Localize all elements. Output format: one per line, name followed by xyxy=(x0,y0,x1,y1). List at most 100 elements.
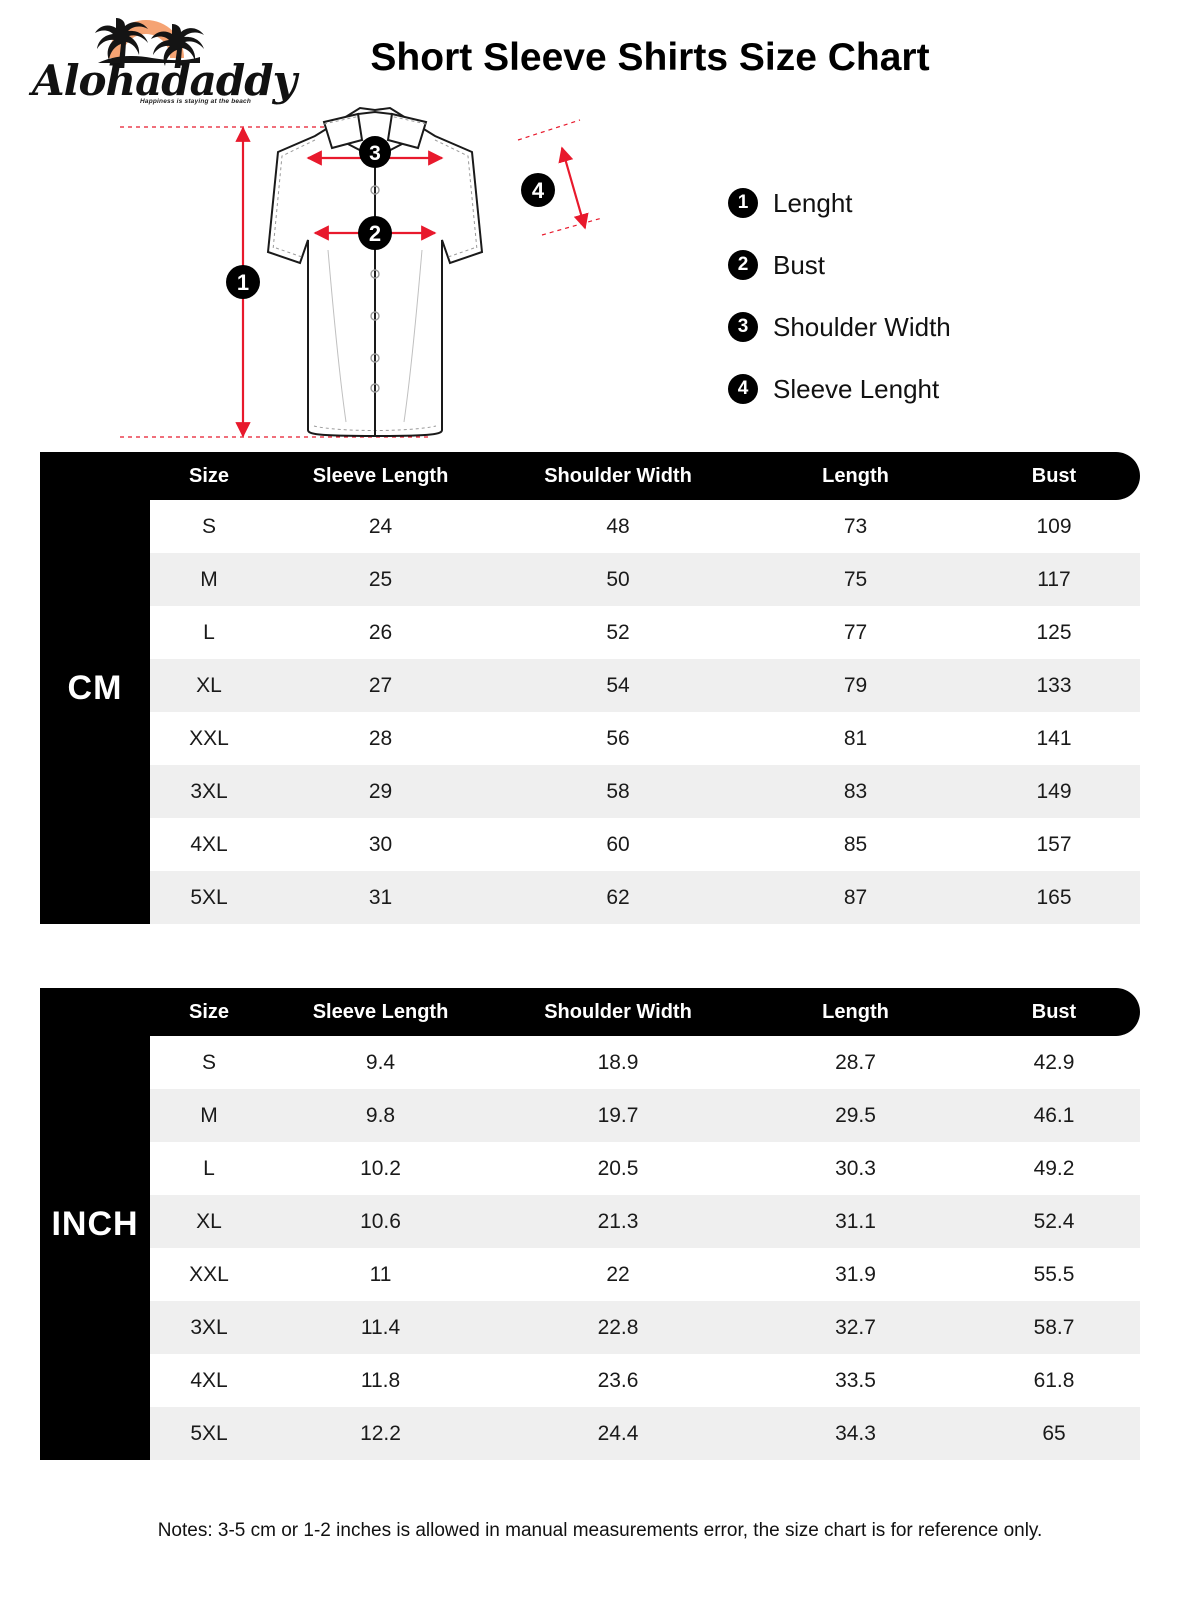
measure-cell: 31.9 xyxy=(743,1248,968,1301)
measure-cell: 81 xyxy=(743,712,968,765)
column-header-sleeve-length: Sleeve Length xyxy=(312,1000,449,1023)
measure-cell: 109 xyxy=(968,500,1140,553)
column-header-shoulder-width: Shoulder Width xyxy=(544,1000,692,1023)
diagram-marker-1: 1 xyxy=(226,265,260,299)
measure-cell: 75 xyxy=(743,553,968,606)
size-cell: XL xyxy=(150,659,268,712)
legend-label-length: Lenght xyxy=(773,187,853,218)
legend-item-shoulder-width: 3 Shoulder Width xyxy=(728,296,1058,358)
measure-cell: 149 xyxy=(968,765,1140,818)
size-cell: L xyxy=(150,606,268,659)
measure-cell: 62 xyxy=(493,871,743,924)
diagram-marker-2: 2 xyxy=(358,216,392,250)
measure-cell: 52 xyxy=(493,606,743,659)
size-cell: S xyxy=(150,1036,268,1089)
table-row: XXL 11 22 31.9 55.5 xyxy=(40,1248,1140,1301)
column-header-size: Size xyxy=(188,464,230,487)
measure-cell: 9.8 xyxy=(268,1089,493,1142)
brand-logo: Alohadaddy Happiness is staying at the b… xyxy=(32,6,297,106)
measure-cell: 73 xyxy=(743,500,968,553)
measure-cell: 125 xyxy=(968,606,1140,659)
legend-bullet-1-icon: 1 xyxy=(728,188,758,218)
table-row: L 26 52 77 125 xyxy=(40,606,1140,659)
column-header-length: Length xyxy=(822,464,889,487)
size-cell: 4XL xyxy=(150,818,268,871)
cm-header-row: Size Sleeve Length Shoulder Width Length Bus… xyxy=(40,452,1140,500)
table-row: S 24 48 73 109 xyxy=(40,500,1140,553)
measure-cell: 29.5 xyxy=(743,1089,968,1142)
size-cell: S xyxy=(150,500,268,553)
page-header: Alohadaddy Happiness is staying at the b… xyxy=(0,0,1200,110)
measure-cell: 9.4 xyxy=(268,1036,493,1089)
legend-item-sleeve-length: 4 Sleeve Lenght xyxy=(728,358,1058,420)
measure-cell: 42.9 xyxy=(968,1036,1140,1089)
table-row: 5XL 12.2 24.4 34.3 65 xyxy=(40,1407,1140,1460)
measure-cell: 165 xyxy=(968,871,1140,924)
size-cell: 4XL xyxy=(150,1354,268,1407)
inch-size-table: INCH Size Sleeve Length Shoulder Width Leng… xyxy=(40,988,1140,1460)
measure-cell: 65 xyxy=(968,1407,1140,1460)
measure-cell: 10.6 xyxy=(268,1195,493,1248)
diagram-marker-4: 4 xyxy=(521,173,555,207)
table-row: 3XL 11.4 22.8 32.7 58.7 xyxy=(40,1301,1140,1354)
measure-cell: 25 xyxy=(268,553,493,606)
measure-cell: 49.2 xyxy=(968,1142,1140,1195)
measure-cell: 141 xyxy=(968,712,1140,765)
measure-cell: 52.4 xyxy=(968,1195,1140,1248)
legend-item-bust: 2 Bust xyxy=(728,234,1058,296)
measure-cell: 30.3 xyxy=(743,1142,968,1195)
measure-cell: 56 xyxy=(493,712,743,765)
table-row: M 9.8 19.7 29.5 46.1 xyxy=(40,1089,1140,1142)
measure-cell: 10.2 xyxy=(268,1142,493,1195)
measure-cell: 58 xyxy=(493,765,743,818)
measure-cell: 117 xyxy=(968,553,1140,606)
measure-cell: 31.1 xyxy=(743,1195,968,1248)
measure-cell: 79 xyxy=(743,659,968,712)
column-header-bust: Bust xyxy=(1031,1000,1077,1023)
measure-cell: 31 xyxy=(268,871,493,924)
table-row: XL 10.6 21.3 31.1 52.4 xyxy=(40,1195,1140,1248)
unit-label-cm: CM xyxy=(40,452,150,924)
svg-text:2: 2 xyxy=(369,221,381,246)
table-row: L 10.2 20.5 30.3 49.2 xyxy=(40,1142,1140,1195)
svg-text:3: 3 xyxy=(369,142,381,165)
table-row: 4XL 11.8 23.6 33.5 61.8 xyxy=(40,1354,1140,1407)
size-cell: 5XL xyxy=(150,1407,268,1460)
footer-notes: Notes: 3-5 cm or 1-2 inches is allowed i… xyxy=(157,1520,1043,1541)
measure-cell: 50 xyxy=(493,553,743,606)
measure-cell: 29 xyxy=(268,765,493,818)
size-cell: L xyxy=(150,1142,268,1195)
table-row: XL 27 54 79 133 xyxy=(40,659,1140,712)
legend-label-bust: Bust xyxy=(773,249,826,280)
table-row: S 9.4 18.9 28.7 42.9 xyxy=(40,1036,1140,1089)
measure-cell: 32.7 xyxy=(743,1301,968,1354)
unit-label-inch: INCH xyxy=(40,988,150,1460)
measure-cell: 21.3 xyxy=(493,1195,743,1248)
size-cell: M xyxy=(150,1089,268,1142)
legend-label-sleeve-length: Sleeve Lenght xyxy=(773,373,940,404)
measure-cell: 28 xyxy=(268,712,493,765)
table-row: 4XL 30 60 85 157 xyxy=(40,818,1140,871)
legend-bullet-2-icon: 2 xyxy=(728,250,758,280)
measure-cell: 55.5 xyxy=(968,1248,1140,1301)
measure-cell: 23.6 xyxy=(493,1354,743,1407)
column-header-bust: Bust xyxy=(1031,464,1077,487)
measure-cell: 60 xyxy=(493,818,743,871)
measure-cell: 30 xyxy=(268,818,493,871)
measure-cell: 54 xyxy=(493,659,743,712)
size-cell: 3XL xyxy=(150,1301,268,1354)
brand-tagline: Happiness is staying at the beach xyxy=(140,98,251,105)
shirt-measurement-diagram: 1 2 3 4 xyxy=(120,106,603,438)
measure-cell: 34.3 xyxy=(743,1407,968,1460)
svg-text:4: 4 xyxy=(532,178,545,203)
measure-cell: 28.7 xyxy=(743,1036,968,1089)
table-row: 5XL 31 62 87 165 xyxy=(40,871,1140,924)
shirt-drape-lines xyxy=(327,249,423,423)
size-cell: XXL xyxy=(150,1248,268,1301)
inch-table: Size Sleeve Length Shoulder Width Length Bus… xyxy=(40,988,1140,1460)
measure-cell: 83 xyxy=(743,765,968,818)
measure-cell: 33.5 xyxy=(743,1354,968,1407)
measure-cell: 24 xyxy=(268,500,493,553)
measurement-legend: 1 Lenght 2 Bust 3 Shoulder Width 4 Sleev… xyxy=(728,172,1058,420)
measure-cell: 58.7 xyxy=(968,1301,1140,1354)
